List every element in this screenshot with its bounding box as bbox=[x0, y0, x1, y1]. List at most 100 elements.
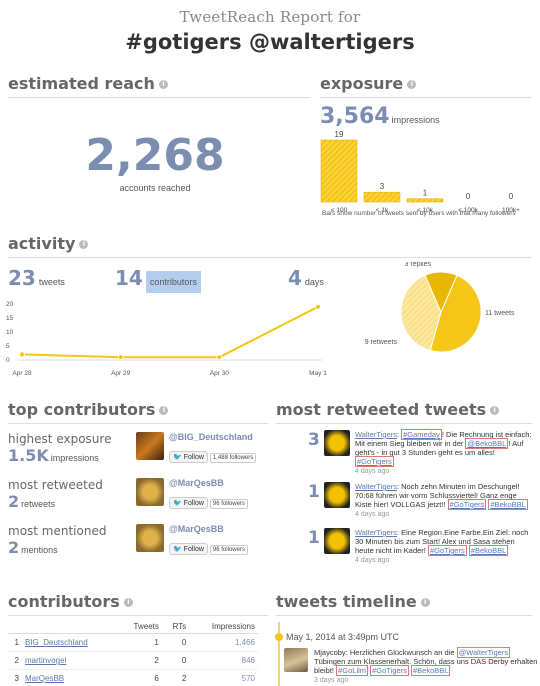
avatar[interactable] bbox=[284, 648, 308, 672]
pie-slice bbox=[429, 274, 482, 353]
x-tick-label: < 100k bbox=[458, 207, 478, 214]
mention-link[interactable]: @BekoBBL bbox=[465, 438, 509, 449]
section-contributors: contributors i bbox=[8, 592, 268, 616]
info-icon[interactable]: i bbox=[490, 406, 500, 415]
info-icon[interactable]: i bbox=[158, 80, 168, 89]
section-most-retweeted: most retweeted tweets i bbox=[276, 400, 532, 424]
exposure-caption: Bars show number of tweets sent by users… bbox=[322, 210, 516, 217]
follower-count: 96 followers bbox=[209, 545, 248, 555]
tc-label: most mentioned bbox=[8, 524, 107, 538]
bar bbox=[320, 139, 358, 203]
timeline-date: May 1, 2014 at 3:49pm UTC bbox=[286, 632, 400, 642]
contributor-link[interactable]: martinvogel bbox=[25, 656, 67, 665]
tc-user: @MarQesBB 🐦 Follow 96 followers bbox=[136, 478, 248, 509]
tweet-user-link[interactable]: Mjaycoby bbox=[314, 648, 346, 657]
hashtag-link[interactable]: #GoTigers bbox=[447, 499, 487, 510]
impressions-cell: 846 bbox=[189, 651, 258, 670]
reach-stat: 2,268 accounts reached bbox=[0, 130, 310, 193]
table-row: 3 MarQesBB 6 2 570 bbox=[8, 669, 258, 686]
follower-count: 1,488 followers bbox=[209, 453, 257, 463]
tweet-user-link[interactable]: WalterTigers bbox=[355, 528, 397, 537]
tc-unit: retweets bbox=[21, 499, 56, 509]
tc-user: @BIG_Deutschland 🐦 Follow 1,488 followers bbox=[136, 432, 257, 463]
bar bbox=[363, 191, 401, 203]
tc-username[interactable]: @MarQesBB bbox=[169, 524, 224, 534]
hashtag-link[interactable]: #GoTigers bbox=[355, 456, 394, 467]
contributor-link[interactable]: MarQesBB bbox=[25, 674, 65, 683]
rts-cell: 0 bbox=[161, 651, 190, 670]
tweet-user-link[interactable]: WalterTigers bbox=[355, 482, 397, 491]
tweets-cell: 6 bbox=[118, 669, 162, 686]
info-icon[interactable]: i bbox=[420, 598, 430, 607]
column-header[interactable]: Tweets bbox=[118, 620, 162, 634]
bar-value-label: 0 bbox=[509, 192, 514, 201]
hashtag-link[interactable]: #BekoBBL bbox=[468, 545, 509, 556]
tiger-avatar[interactable] bbox=[324, 528, 350, 554]
tc-unit: impressions bbox=[50, 453, 99, 463]
bar bbox=[406, 198, 444, 203]
tweets-cell: 2 bbox=[118, 651, 162, 670]
pie-slice bbox=[400, 274, 442, 352]
avatar[interactable] bbox=[136, 524, 164, 552]
tweet-body: Tübingen zum Klassenerhalt. Schön, dass … bbox=[314, 657, 538, 675]
column-header[interactable]: Impressions bbox=[189, 620, 258, 634]
follow-button[interactable]: 🐦 Follow bbox=[169, 497, 208, 509]
data-point bbox=[19, 351, 25, 358]
tweet-age: 4 days ago bbox=[355, 511, 390, 518]
avatar[interactable] bbox=[136, 432, 164, 460]
impressions-cell: 570 bbox=[189, 669, 258, 686]
info-icon[interactable]: i bbox=[123, 598, 133, 607]
x-tick-label: < 100 bbox=[331, 207, 348, 214]
activity-line-chart: 0 5 10 15 20 Apr 28 Apr 29 Apr 30 May 1 bbox=[6, 301, 327, 377]
avatar[interactable] bbox=[136, 478, 164, 506]
tc-username[interactable]: @MarQesBB bbox=[169, 478, 224, 488]
section-title: most retweeted tweets bbox=[276, 400, 487, 419]
pie-label: 3 replies bbox=[405, 262, 432, 268]
info-icon[interactable]: i bbox=[79, 240, 89, 249]
info-icon[interactable]: i bbox=[407, 80, 417, 89]
data-point bbox=[117, 354, 124, 361]
tiger-avatar[interactable] bbox=[324, 482, 350, 508]
contributors-table: Tweets RTs Impressions 1 BIG_Deutschland… bbox=[8, 620, 258, 686]
days-label: days bbox=[304, 277, 324, 287]
tweet-user-link[interactable]: WalterTigers bbox=[355, 430, 397, 439]
exposure-bar-chart: 19 < 100 3 < 1k 1 < 10k 0 < 100k 0 100k+ bbox=[320, 130, 520, 214]
pie-label: 9 retweets bbox=[365, 339, 398, 346]
section-title: tweets timeline bbox=[276, 592, 417, 611]
column-header[interactable]: RTs bbox=[161, 620, 190, 634]
twitter-bird-icon: 🐦 bbox=[173, 500, 182, 507]
hashtag-link[interactable]: #Gameday bbox=[401, 429, 442, 440]
section-exposure: exposure i bbox=[320, 74, 532, 98]
info-icon[interactable]: i bbox=[159, 406, 169, 415]
rts-cell: 0 bbox=[161, 633, 190, 652]
top-contributor-most-retweeted: most retweeted 2 retweets @MarQesBB 🐦 Fol… bbox=[8, 478, 268, 512]
follow-widget: 🐦 Follow 96 followers bbox=[169, 492, 248, 510]
tiger-avatar[interactable] bbox=[324, 430, 350, 456]
hashtag-link[interactable]: #GoTigers bbox=[427, 545, 467, 556]
x-tick-label: May 1 bbox=[309, 370, 327, 377]
hashtag-link[interactable]: #BekoBBL bbox=[488, 499, 528, 510]
section-title: activity bbox=[8, 234, 76, 253]
follow-button[interactable]: 🐦 Follow bbox=[169, 543, 208, 555]
follow-label: Follow bbox=[183, 546, 204, 553]
tweet-age: 4 days ago bbox=[355, 468, 390, 475]
bar-value-label: 0 bbox=[466, 192, 471, 201]
hashtag-link[interactable]: #GoLilm bbox=[336, 665, 369, 676]
tweets-stat: 23 tweets bbox=[8, 266, 65, 290]
contributor-link[interactable]: BIG_Deutschland bbox=[25, 638, 88, 647]
hashtag-link[interactable]: #GoTigers bbox=[370, 665, 409, 676]
mention-link[interactable]: @WalterTigers bbox=[456, 647, 511, 658]
impressions-stat: 3,564 impressions bbox=[320, 104, 440, 129]
tc-label: highest exposure bbox=[8, 432, 112, 446]
timeline-dot bbox=[275, 633, 283, 641]
y-tick-label: 20 bbox=[6, 301, 14, 308]
section-title: estimated reach bbox=[8, 74, 155, 93]
hashtag-link[interactable]: #BekoBBL bbox=[410, 665, 451, 676]
follow-button[interactable]: 🐦 Follow bbox=[169, 451, 208, 463]
tc-username[interactable]: @BIG_Deutschland bbox=[169, 432, 253, 442]
y-tick-label: 10 bbox=[6, 329, 14, 336]
tweet-body: : Eine Region.Eine Farbe.Ein Ziel: noch … bbox=[355, 528, 529, 555]
y-tick-label: 0 bbox=[6, 357, 10, 364]
tweet-text: WalterTigers: #Gameday! Die Rechnung ist… bbox=[355, 429, 533, 476]
data-point bbox=[315, 303, 321, 310]
